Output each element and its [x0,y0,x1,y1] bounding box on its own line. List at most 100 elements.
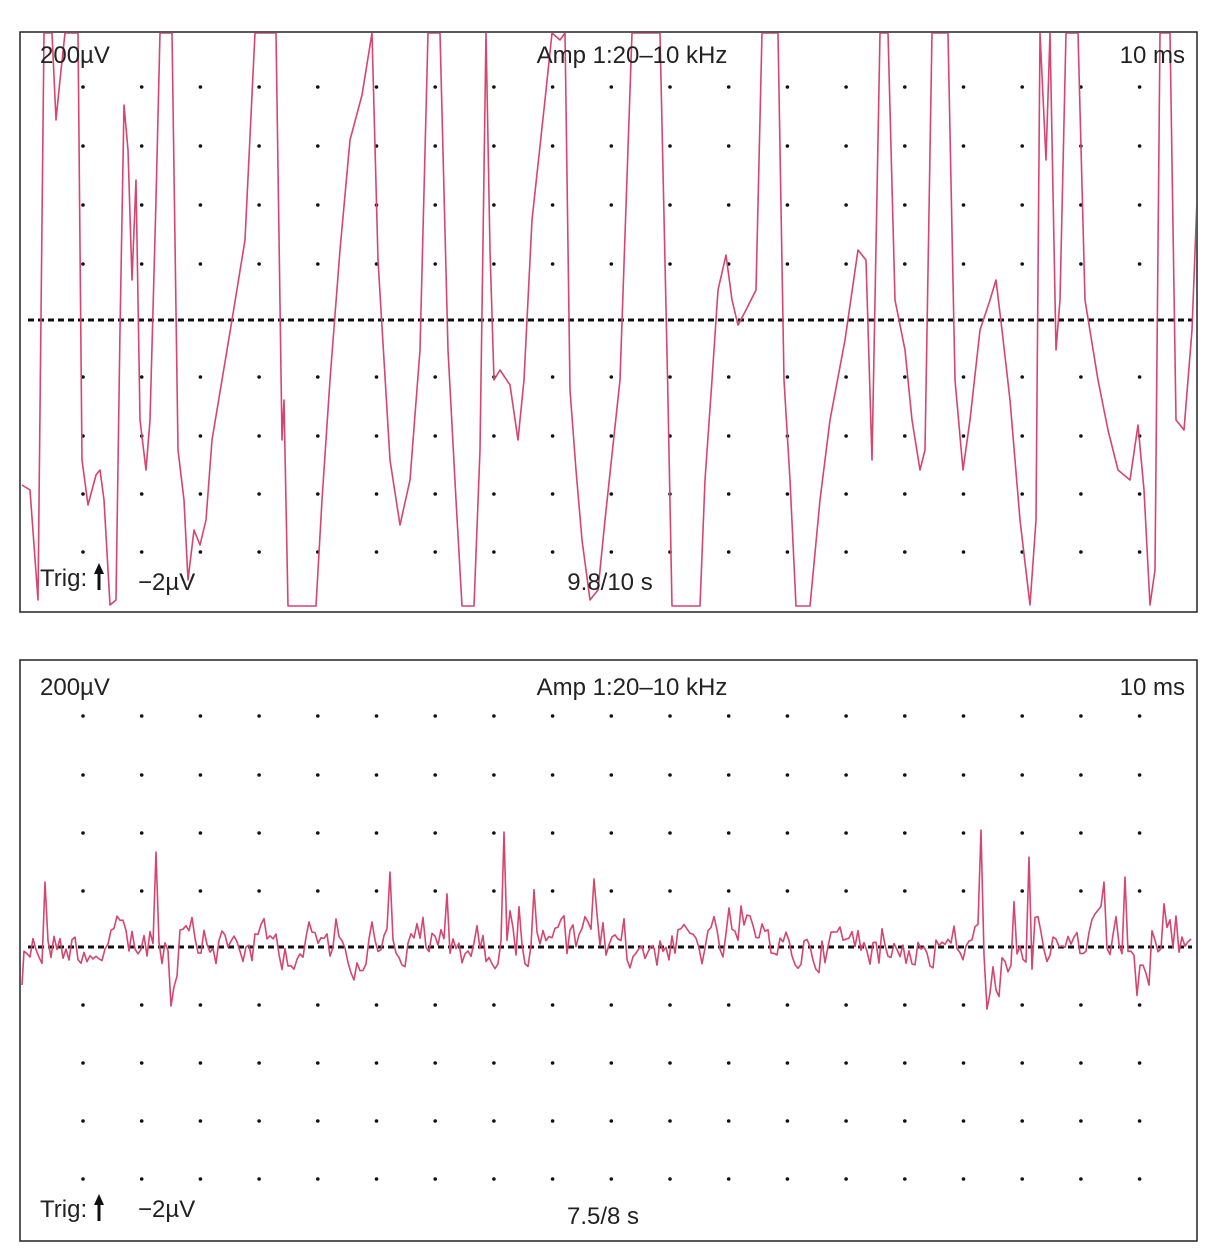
grid-dot [550,773,555,777]
grid-dot [1020,203,1024,207]
grid-dot [550,203,555,207]
grid-dot [198,550,203,554]
grid-dot [1079,831,1083,835]
grid-dot [1020,773,1024,777]
grid-dot [257,203,261,207]
grid-dot [257,492,261,496]
grid-dot [785,375,790,379]
grid-dot [609,1119,614,1123]
grid-dot [257,1003,261,1007]
grid-dot [726,1061,731,1065]
grid-dot [1020,434,1024,438]
grid-dot [844,375,848,379]
grid-dot [1137,1003,1142,1007]
grid-dot [316,144,320,148]
grid-dot [198,262,203,266]
grid-dot [726,144,731,148]
grid-dot [609,434,614,438]
grid-dot [785,714,790,718]
sensitivity: 200µV [40,674,110,701]
grid-dot [609,203,614,207]
grid-dot [316,492,320,496]
grid-dot [198,492,203,496]
grid-dot [668,1119,672,1123]
grid-dot [1079,1003,1083,1007]
grid-dot [198,1177,203,1181]
sensitivity: 200µV [40,42,110,69]
grid-dot [609,85,614,89]
grid-dot [903,773,907,777]
grid-dot [550,1119,555,1123]
grid-dot [316,773,320,777]
grid-dot [726,85,731,89]
grid-dot [1020,1177,1024,1181]
grid-dot [374,714,379,718]
grid-dot [492,144,496,148]
trigger-arrow [94,563,104,590]
grid-dot [1079,889,1083,893]
grid-dot [257,889,261,893]
grid-dot [374,1119,379,1123]
grid-dot [139,262,144,266]
grid-dot [139,85,144,89]
grid-dot [374,375,379,379]
grid-dot [785,144,790,148]
grid-dot [1137,1119,1142,1123]
grid-dot [81,773,85,777]
grid-dot [374,831,379,835]
grid-dot [844,1061,848,1065]
grid-dot [1020,144,1024,148]
panel: 200µV Amp 1:20–10 kHz 10 ms Trig: −2µV 9… [19,31,1198,613]
grid-dot [257,262,261,266]
grid-dot [550,375,555,379]
grid-dot [1079,550,1083,554]
grid-dot [492,1003,496,1007]
grid-dot [903,1061,907,1065]
grid-dot [726,1119,731,1123]
grid-dot [903,889,907,893]
grid-dot [433,1061,438,1065]
filter: Amp 1:20–10 kHz [537,42,728,69]
filter: Amp 1:20–10 kHz [537,674,728,701]
grid-dot [961,1003,966,1007]
grid-dot [81,889,85,893]
grid-dot [668,262,672,266]
grid-dot [374,1003,379,1007]
grid-dot [1079,773,1083,777]
grid-dot [726,1003,731,1007]
grid-dot [844,1119,848,1123]
grid-dot [139,1061,144,1065]
grid-dot [1020,492,1024,496]
counter: 9.8/10 s [567,569,652,596]
grid-dot [433,550,438,554]
grid-dot [550,889,555,893]
grid-dot [374,85,379,89]
grid-dot [550,262,555,266]
grid-dot [844,831,848,835]
grid-dot [316,85,320,89]
grid-dot [1020,262,1024,266]
grid-dot [433,492,438,496]
grid-dot [1079,1177,1083,1181]
grid-dots [81,714,1142,1181]
grid-dot [903,262,907,266]
grid-dot [433,1119,438,1123]
grid-dot [961,1177,966,1181]
grid-dot [433,831,438,835]
grid-dot [374,434,379,438]
grid-dot [81,375,85,379]
grid-dot [961,262,966,266]
grid-dot [1137,85,1142,89]
grid-dot [668,773,672,777]
grid-dot [609,1061,614,1065]
grid-dot [609,262,614,266]
grid-dot [903,831,907,835]
grid-dot [609,1003,614,1007]
grid-dot [726,1177,731,1181]
grid-dot [550,550,555,554]
grid-dot [903,550,907,554]
grid-dot [1137,144,1142,148]
grid-dot [1079,375,1083,379]
grid-dot [257,714,261,718]
panel-frame [19,659,1198,1242]
